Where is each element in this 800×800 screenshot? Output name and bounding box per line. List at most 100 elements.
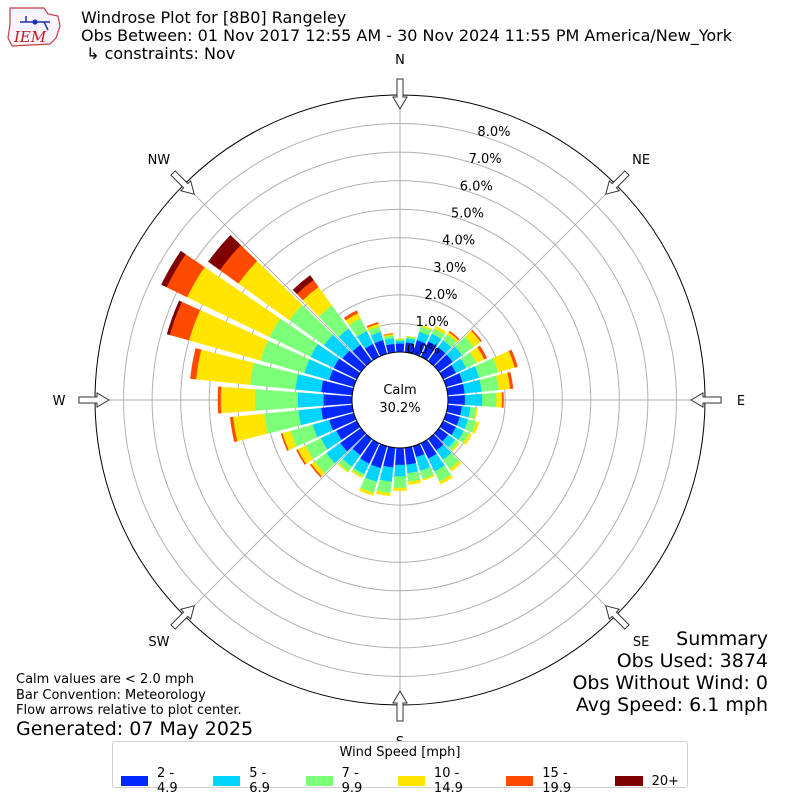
- wind-bar-segment: [408, 479, 422, 485]
- legend-item: 7 - 9.9: [305, 766, 382, 796]
- wind-bar-segment: [395, 340, 405, 344]
- wind-bar-segment: [166, 300, 182, 336]
- direction-labels: NNEESESSWWNW: [53, 53, 746, 750]
- legend-label: 10 - 14.9: [433, 766, 463, 796]
- wind-bar-segment: [337, 462, 349, 473]
- radial-tick-label: 4.0%: [442, 234, 475, 249]
- legend-item: 5 - 6.9: [213, 766, 289, 796]
- wind-bar-segment: [395, 338, 405, 341]
- wind-bar-segment: [439, 474, 453, 485]
- wind-bar-segment: [501, 392, 504, 408]
- wind-bar-segment: [395, 338, 405, 340]
- legend-item: 15 - 19.9: [506, 766, 598, 796]
- radial-tick-label: 2.0%: [424, 288, 457, 303]
- wind-bar-segment: [309, 463, 322, 478]
- wind-bar-segment: [376, 479, 392, 494]
- wind-bar-segment: [359, 487, 374, 496]
- legend-swatch: [121, 776, 148, 786]
- wind-bar-segment: [292, 275, 314, 295]
- arrow-note: Flow arrows relative to plot center.: [16, 703, 242, 718]
- obs-used: Obs Used: 3874: [616, 650, 768, 672]
- wind-bar-segment: [464, 393, 483, 407]
- legend-label: 2 - 4.9: [156, 766, 178, 796]
- wind-bar-segment: [323, 394, 353, 406]
- radial-tick-label: 3.0%: [433, 261, 466, 276]
- wind-bar-segment: [496, 392, 503, 408]
- wind-bar-segment: [395, 343, 405, 353]
- calm-definition: Calm values are < 2.0 mph: [16, 672, 195, 687]
- obs-without-wind: Obs Without Wind: 0: [572, 672, 768, 694]
- grid-spoke: [183, 183, 367, 367]
- wind-bar-segment: [448, 330, 460, 341]
- legend-items: 2 - 4.9 5 - 6.9 7 - 9.9 10 - 14.9 15 - 19.9 2…: [113, 766, 687, 796]
- flow-arrow-icon: [605, 605, 630, 630]
- wind-bar-segment: [376, 490, 391, 497]
- flow-arrow-icon: [690, 392, 722, 408]
- radial-tick-label: 6.0%: [460, 179, 493, 194]
- wind-bar-segment: [420, 324, 433, 331]
- legend-swatch: [506, 776, 534, 786]
- legend-label: 15 - 19.9: [542, 766, 572, 796]
- wind-bar-segment: [343, 310, 359, 321]
- wind-bar-segment: [471, 329, 482, 343]
- wind-bar-segment: [208, 234, 241, 271]
- legend-item: 2 - 4.9: [121, 766, 197, 796]
- calm-circle: [351, 351, 449, 449]
- wind-bars: [161, 234, 518, 497]
- flow-arrow-icon: [392, 78, 408, 110]
- wind-bar-segment: [298, 407, 324, 426]
- wind-bar-segment: [217, 386, 222, 414]
- calm-value: 30.2%: [379, 401, 420, 416]
- legend-swatch: [614, 776, 643, 786]
- wind-bar-segment: [507, 371, 514, 389]
- wind-bar-segment: [190, 348, 202, 380]
- flow-arrow-icon: [170, 170, 195, 195]
- wind-bar-segment: [229, 416, 238, 443]
- wind-bar-segment: [451, 442, 460, 452]
- grid-spoke: [433, 183, 617, 367]
- grid-spoke: [183, 433, 367, 617]
- wind-bar-segment: [462, 379, 483, 394]
- flow-arrows: [78, 78, 722, 722]
- constraints-text: ↳ constraints: Nov: [81, 44, 236, 63]
- legend-item: 10 - 14.9: [397, 766, 490, 796]
- bar-convention: Bar Convention: Meteorology: [16, 687, 206, 703]
- legend: Wind Speed [mph] 2 - 4.9 5 - 6.9 7 - 9.9 10…: [112, 741, 688, 796]
- wind-bar-segment: [254, 389, 299, 411]
- wind-bar-segment: [394, 464, 406, 477]
- station-model-icon: [20, 16, 50, 31]
- wind-bar-segment: [472, 421, 480, 434]
- wind-bar-segment: [296, 449, 307, 465]
- legend-item: 20+: [614, 766, 679, 796]
- wind-bar-segment: [406, 335, 416, 339]
- wind-bar-segment: [280, 433, 289, 451]
- direction-label: W: [53, 394, 66, 409]
- iem-logo: IEM: [7, 7, 61, 47]
- wind-bar-segment: [393, 487, 407, 491]
- radial-tick-label: 7.0%: [469, 152, 502, 167]
- header: Windrose Plot for [8B0] Rangeley Obs Bet…: [81, 9, 732, 63]
- radial-tick-label: 0.0%: [407, 342, 440, 357]
- wind-bar-segment: [379, 465, 394, 483]
- radial-tick-label: 8.0%: [477, 125, 510, 140]
- wind-bar-segment: [232, 413, 268, 442]
- legend-swatch: [213, 776, 241, 786]
- radial-tick-labels: 0.0% 1.0% 2.0% 3.0% 4.0% 5.0% 6.0% 7.0% 8.0%: [407, 125, 511, 357]
- legend-label: 7 - 9.9: [341, 766, 363, 796]
- calm-label: Calm: [383, 383, 416, 398]
- legend-swatch: [305, 776, 333, 786]
- flow-arrow-icon: [605, 170, 630, 195]
- grid-spoke: [433, 433, 617, 617]
- wind-bar-segment: [393, 476, 407, 489]
- wind-bar-segment: [351, 470, 364, 479]
- wind-bar-segment: [449, 460, 462, 472]
- flow-arrow-icon: [392, 690, 408, 722]
- legend-label: 20+: [651, 773, 679, 789]
- wind-bar-segment: [463, 433, 472, 445]
- wind-bar-segment: [447, 395, 466, 405]
- direction-label: SW: [148, 635, 169, 650]
- wind-bar-segment: [383, 333, 394, 336]
- radial-tick-label: 1.0%: [416, 315, 449, 330]
- wind-bar-segment: [479, 375, 500, 392]
